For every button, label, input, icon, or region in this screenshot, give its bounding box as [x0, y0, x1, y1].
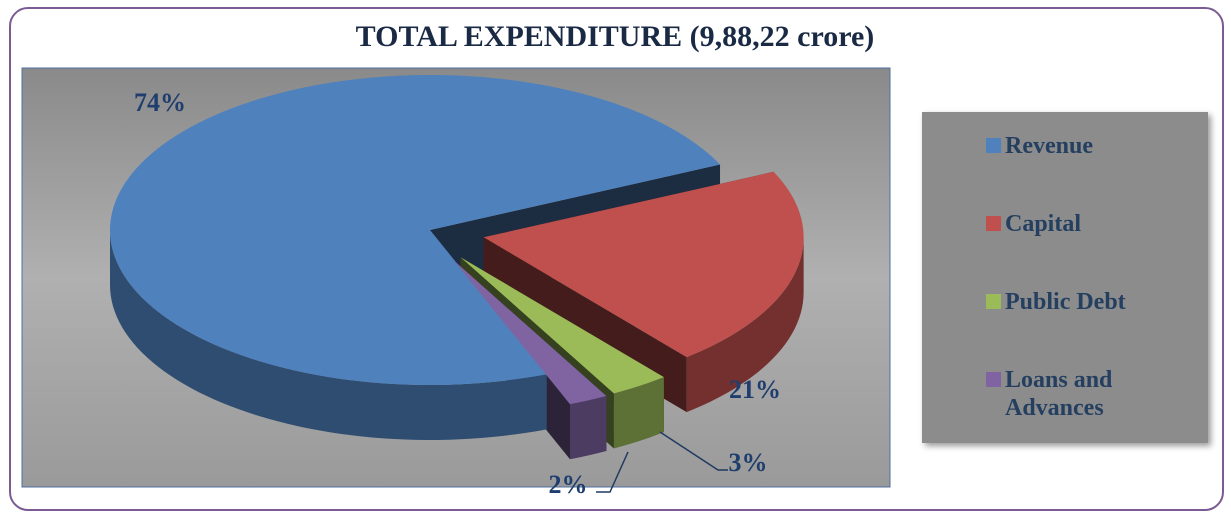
legend-label: Loans and Advances: [1005, 367, 1113, 421]
slice: [483, 171, 804, 358]
data-label: 21%: [729, 375, 781, 404]
legend-label: Revenue: [1005, 133, 1093, 159]
data-label: 74%: [134, 88, 186, 117]
slice-side: [686, 237, 804, 413]
slice-side: [570, 395, 607, 460]
pie: 74% 21% 3% 2%: [110, 75, 804, 499]
leader-line: [659, 431, 728, 471]
legend-swatch: [986, 138, 1001, 153]
legend-item: Public Debt: [986, 288, 1208, 366]
legend-swatch: [986, 294, 1001, 309]
legend-label: Public Debt: [1005, 289, 1126, 315]
legend-item: Loans and Advances: [986, 366, 1208, 444]
legend-item: Revenue: [986, 132, 1208, 210]
legend-swatch: [986, 216, 1001, 231]
slice: [460, 257, 664, 394]
slice: [453, 259, 607, 405]
slice: [110, 75, 721, 385]
legend-swatch: [986, 372, 1001, 387]
leader-line: [596, 451, 629, 493]
slice-side: [613, 377, 664, 449]
data-label: 2%: [549, 470, 588, 499]
legend-item: Capital: [986, 210, 1208, 288]
chart-title: TOTAL EXPENDITURE (9,88,22 crore): [356, 20, 875, 53]
legend: Revenue Capital Public Debt Loans and Advan…: [922, 112, 1208, 443]
legend-label: Capital: [1005, 211, 1082, 237]
data-label: 3%: [729, 448, 768, 477]
slice-side: [110, 230, 547, 440]
